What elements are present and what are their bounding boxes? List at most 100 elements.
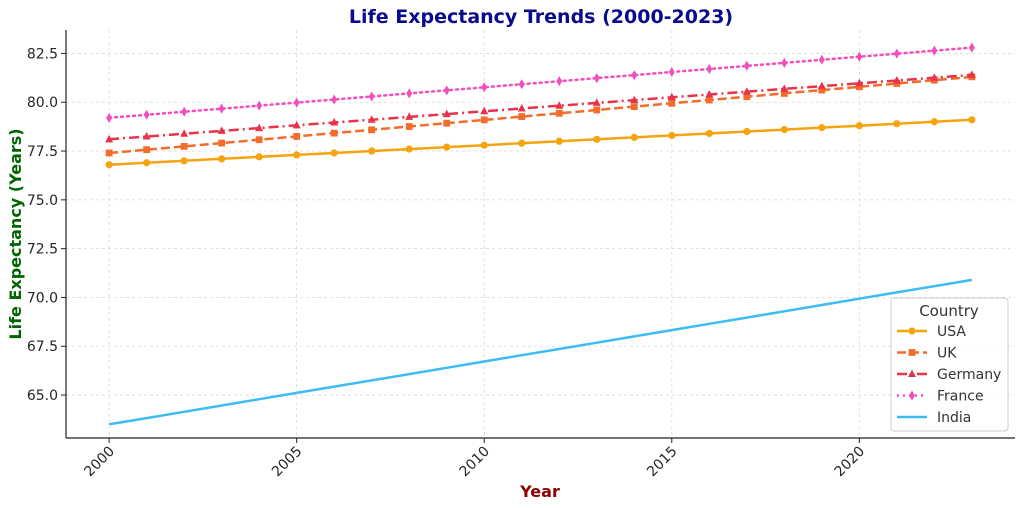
data-point-uk <box>368 126 376 134</box>
data-point-usa <box>818 124 826 132</box>
data-point-germany <box>930 73 939 81</box>
data-point-france <box>668 67 675 78</box>
data-point-uk <box>818 86 826 94</box>
data-point-uk <box>105 149 113 157</box>
y-tick-label: 70.0 <box>27 290 58 306</box>
data-point-uk <box>143 146 151 154</box>
data-point-uk <box>255 136 263 144</box>
y-tick-label: 77.5 <box>27 144 58 160</box>
x-axis-label: Year <box>519 482 560 501</box>
data-point-usa <box>218 155 226 163</box>
data-point-france <box>368 91 375 102</box>
data-point-usa <box>593 135 601 143</box>
data-point-france <box>593 73 600 84</box>
x-tick-label: 2005 <box>269 444 306 481</box>
data-point-germany <box>442 109 451 118</box>
y-tick-label: 80.0 <box>27 95 58 111</box>
data-point-usa <box>480 141 488 149</box>
y-tick-label: 65.0 <box>27 388 58 404</box>
legend-item-india: India <box>897 410 971 426</box>
axes <box>65 30 1015 439</box>
data-point-germany <box>105 134 114 143</box>
series-uk <box>105 73 976 157</box>
data-point-uk <box>780 90 788 97</box>
data-point-france <box>256 100 263 111</box>
data-point-usa <box>443 143 451 151</box>
legend-label-india: India <box>937 410 971 426</box>
series-france <box>106 42 975 123</box>
legend-label-uk: UK <box>937 346 957 362</box>
chart-title: Life Expectancy Trends (2000-2023) <box>349 6 733 28</box>
data-point-usa <box>743 127 751 136</box>
y-tick-label: 72.5 <box>27 242 58 258</box>
data-point-uk <box>518 113 526 120</box>
legend-label-france: France <box>937 389 984 405</box>
series-line-france <box>107 46 974 120</box>
data-point-uk <box>330 129 338 137</box>
data-point-usa <box>630 133 638 141</box>
data-point-france <box>931 45 938 56</box>
data-point-germany <box>780 84 789 92</box>
x-tick-label: 2020 <box>832 444 869 481</box>
data-point-usa <box>705 129 713 138</box>
data-point-germany <box>667 92 676 101</box>
data-point-france <box>331 94 338 105</box>
data-point-usa <box>555 137 563 145</box>
data-point-germany <box>480 106 489 115</box>
data-point-france <box>106 112 113 123</box>
legend-label-germany: Germany <box>937 367 1001 383</box>
legend-marker <box>908 349 916 356</box>
data-point-germany <box>555 101 564 109</box>
y-tick-label: 82.5 <box>27 46 58 62</box>
legend-item-france: France <box>897 389 984 405</box>
legend: Country USA UK Germany France India <box>890 297 1009 432</box>
data-point-usa <box>143 159 151 167</box>
data-point-france <box>218 103 225 114</box>
legend-item-germany: Germany <box>897 367 1001 383</box>
data-point-germany <box>405 112 414 120</box>
data-point-germany <box>255 123 264 132</box>
x-tick-label: 2000 <box>81 444 118 481</box>
data-point-usa <box>780 125 788 134</box>
data-point-france <box>556 76 563 87</box>
data-point-uk <box>743 93 751 101</box>
series-line-germany <box>109 73 972 141</box>
data-point-usa <box>893 120 901 128</box>
data-point-usa <box>405 145 413 153</box>
data-point-uk <box>293 133 301 140</box>
data-point-usa <box>930 118 938 126</box>
data-point-germany <box>217 126 226 134</box>
data-point-france <box>181 106 188 117</box>
data-point-uk <box>705 96 713 104</box>
data-point-germany <box>967 70 976 78</box>
series-line-india <box>108 278 973 426</box>
data-point-usa <box>330 149 338 157</box>
legend-marker <box>908 369 916 377</box>
data-point-germany <box>742 87 751 95</box>
data-point-germany <box>592 98 601 106</box>
data-point-uk <box>630 103 638 111</box>
legend-item-uk: UK <box>897 346 957 362</box>
data-point-uk <box>443 119 451 127</box>
data-point-france <box>856 51 863 62</box>
data-point-germany <box>517 104 526 112</box>
data-point-uk <box>855 83 863 91</box>
data-point-usa <box>255 153 263 161</box>
data-point-france <box>518 79 525 90</box>
legend-marker <box>908 327 916 335</box>
data-point-uk <box>180 142 188 150</box>
data-point-germany <box>705 90 714 98</box>
data-point-france <box>706 63 713 74</box>
data-point-france <box>743 60 750 71</box>
data-point-france <box>631 70 638 81</box>
legend-title: Country <box>919 302 979 320</box>
series-india <box>108 278 973 426</box>
data-point-germany <box>855 78 864 87</box>
grid <box>66 30 1015 438</box>
data-point-france <box>818 54 825 65</box>
legend-marker <box>909 390 915 401</box>
series-line-usa <box>109 118 972 166</box>
data-point-uk <box>555 109 563 117</box>
data-point-france <box>293 97 300 108</box>
data-point-usa <box>180 157 188 165</box>
